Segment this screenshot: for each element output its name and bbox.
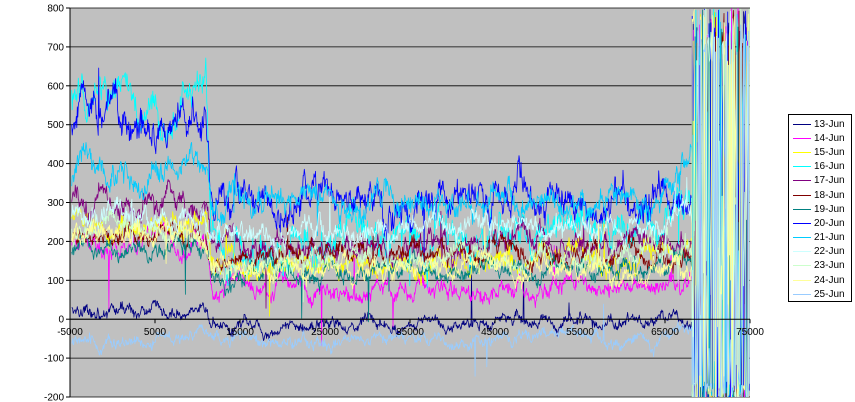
y-tick-label: 600	[47, 81, 64, 92]
x-tick-label: 45000	[481, 327, 509, 338]
legend-item: 21-Jun	[789, 231, 851, 245]
legend-item: 24-Jun	[789, 273, 851, 287]
series-line-16-jun	[71, 8, 750, 397]
x-tick-label: -5000	[57, 327, 83, 338]
legend-item: 19-Jun	[789, 202, 851, 216]
series-layer	[71, 8, 750, 397]
legend-label: 19-Jun	[814, 203, 845, 215]
y-tick-label: 400	[47, 159, 64, 170]
y-tick-label: 0	[58, 315, 64, 326]
legend-label: 24-Jun	[814, 274, 845, 286]
legend-label: 23-Jun	[814, 260, 845, 272]
legend-item: 13-Jun	[789, 117, 851, 131]
legend-label: 25-Jun	[814, 288, 845, 300]
legend-label: 15-Jun	[814, 146, 845, 158]
legend-item: 15-Jun	[789, 145, 851, 159]
y-tick-label: -100	[44, 354, 64, 365]
x-tick-label: 35000	[396, 327, 424, 338]
y-tick-label: 200	[47, 237, 64, 248]
x-tick-label: 55000	[566, 327, 594, 338]
legend-item: 14-Jun	[789, 131, 851, 145]
legend-label: 21-Jun	[814, 232, 845, 244]
y-tick-label: 300	[47, 198, 64, 209]
legend-label: 20-Jun	[814, 217, 845, 229]
legend-swatch	[793, 222, 811, 224]
series-line-24-jun	[71, 8, 750, 397]
legend-swatch	[793, 208, 811, 210]
y-tick-label: 500	[47, 120, 64, 131]
legend-swatch	[793, 293, 811, 295]
x-tick-label: 75000	[736, 327, 764, 338]
series-line-14-jun	[71, 8, 750, 397]
legend-swatch	[793, 194, 811, 196]
legend-item: 20-Jun	[789, 216, 851, 230]
legend-item: 17-Jun	[789, 174, 851, 188]
legend: 13-Jun 14-Jun 15-Jun 16-Jun 17-Jun 18-Jun 19-J…	[788, 114, 852, 302]
legend-swatch	[793, 237, 811, 239]
legend-item: 16-Jun	[789, 160, 851, 174]
y-tick-label: 800	[47, 4, 64, 15]
series-line-22-jun	[71, 8, 750, 397]
legend-item: 23-Jun	[789, 259, 851, 273]
legend-label: 22-Jun	[814, 246, 845, 258]
series-line-13-jun	[71, 9, 750, 397]
legend-label: 14-Jun	[814, 132, 845, 144]
legend-swatch	[793, 251, 811, 253]
legend-item: 18-Jun	[789, 188, 851, 202]
x-tick-label: 5000	[144, 327, 167, 338]
x-tick-label: 25000	[311, 327, 339, 338]
y-tick-label: 100	[47, 276, 64, 287]
legend-swatch	[793, 166, 811, 168]
y-tick-label: -200	[44, 393, 64, 402]
legend-label: 13-Jun	[814, 118, 845, 130]
x-tick-label: 65000	[651, 327, 679, 338]
legend-label: 16-Jun	[814, 161, 845, 173]
legend-item: 22-Jun	[789, 245, 851, 259]
legend-label: 18-Jun	[814, 189, 845, 201]
legend-swatch	[793, 265, 811, 267]
x-tick-label: 15000	[226, 327, 254, 338]
series-line-21-jun	[71, 19, 750, 397]
legend-swatch	[793, 279, 811, 281]
series-line-20-jun	[71, 8, 750, 397]
legend-swatch	[793, 123, 811, 125]
legend-label: 17-Jun	[814, 175, 845, 187]
legend-swatch	[793, 180, 811, 182]
x-axis-ticks: -5000 5000 15000 25000 35000 45000 55000 65000 7…	[57, 319, 764, 338]
series-line-18-jun	[71, 9, 750, 397]
legend-swatch	[793, 151, 811, 153]
y-tick-label: 700	[47, 42, 64, 53]
y-axis-ticks: 800 700 600 500 400 300 200 100 0 -100 -200	[44, 4, 70, 402]
series-line-25-jun	[71, 9, 750, 397]
legend-swatch	[793, 137, 811, 139]
legend-item: 25-Jun	[789, 287, 851, 301]
